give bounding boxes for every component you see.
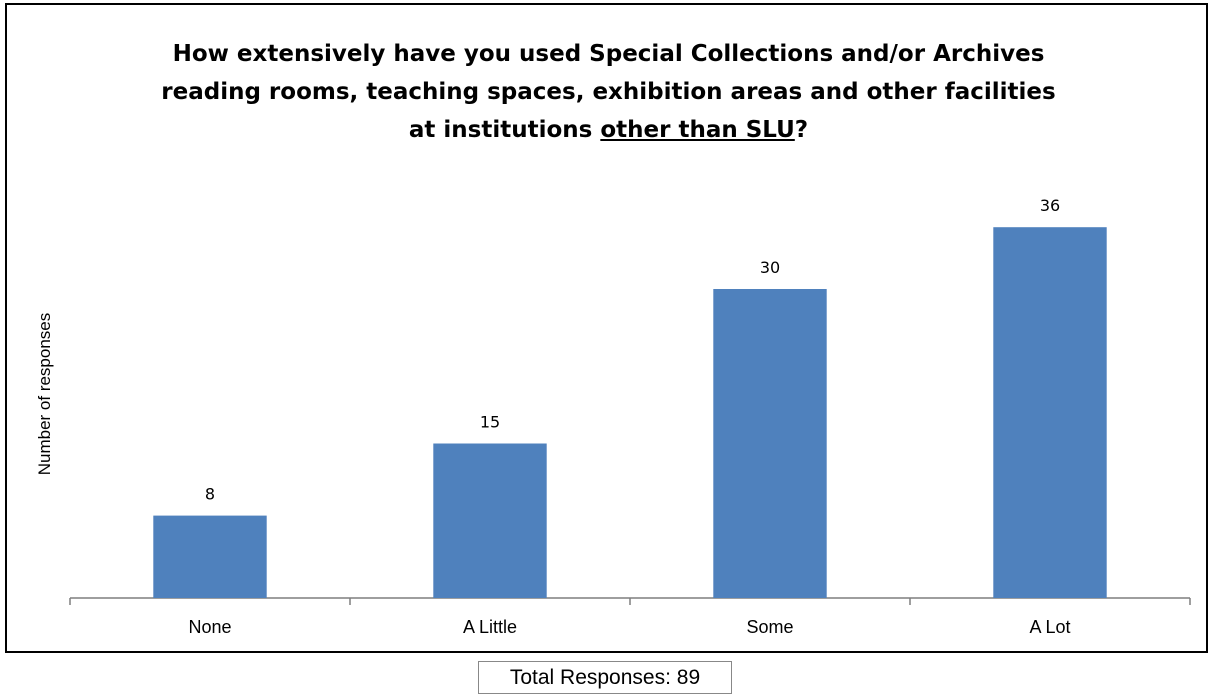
- chart-title: How extensively have you used Special Co…: [7, 35, 1210, 149]
- bar-some: [713, 289, 827, 598]
- total-responses-box: Total Responses: 89: [478, 661, 732, 694]
- chart-title-line-3-pre: at institutions: [408, 117, 601, 143]
- data-label: 15: [480, 413, 500, 432]
- data-label: 8: [205, 485, 215, 504]
- x-tick-label: A Little: [463, 617, 517, 637]
- data-label: 36: [1040, 196, 1060, 215]
- plot-area: 8 None 15 A Little 30 Some 36 A Lot: [69, 196, 1191, 637]
- chart-title-line-1: How extensively have you used Special Co…: [172, 41, 1045, 67]
- chart-title-line-3-post: ?: [794, 117, 809, 143]
- chart-title-line-2: reading rooms, teaching spaces, exhibiti…: [161, 79, 1056, 105]
- y-axis-label: Number of responses: [35, 313, 54, 476]
- x-tick-label: None: [188, 617, 231, 637]
- x-tick-label: Some: [746, 617, 793, 637]
- chart-title-underlined: other than SLU: [600, 117, 795, 143]
- bar-a-little: [433, 443, 547, 598]
- bar-a-lot: [993, 227, 1107, 598]
- x-tick-label: A Lot: [1029, 617, 1070, 637]
- chart-title-line-3: at institutions other than SLU?: [7, 111, 1210, 149]
- data-label: 30: [760, 258, 780, 277]
- bar-chart: 8 None 15 A Little 30 Some 36 A Lot Number of r…: [35, 196, 1191, 637]
- chart-frame: How extensively have you used Special Co…: [5, 3, 1208, 653]
- bar-none: [153, 515, 267, 598]
